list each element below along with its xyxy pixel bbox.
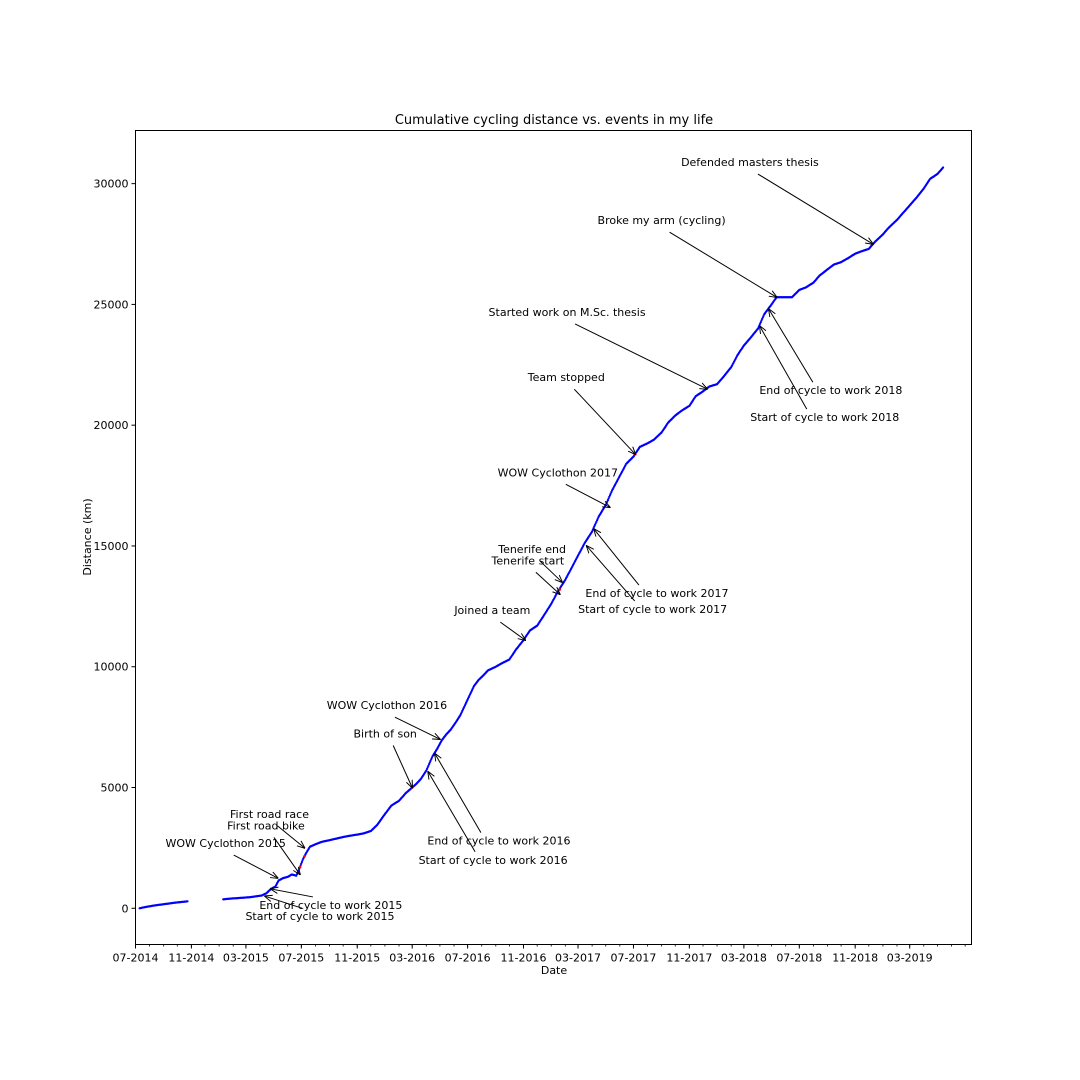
- annotation-label: WOW Cyclothon 2016: [327, 699, 447, 712]
- annotation-label: End of cycle to work 2017: [585, 587, 728, 600]
- annotation-label: Defended masters thesis: [681, 156, 819, 169]
- highlight-point: [558, 588, 562, 591]
- x-tick-label: 03-2017: [555, 952, 601, 965]
- annotation-arrow: [594, 529, 640, 586]
- annotation-label: Broke my arm (cycling): [598, 214, 726, 227]
- data-point: [300, 861, 303, 864]
- annotation-label: End of cycle to work 2015: [259, 899, 402, 912]
- x-tick-label: 07-2016: [445, 952, 491, 965]
- annotation-arrow: [535, 571, 560, 594]
- annotation-label: WOW Cyclothon 2015: [165, 837, 285, 850]
- plot-frame: [135, 130, 972, 945]
- annotation-arrow: [769, 309, 814, 383]
- x-tick-label: 11-2018: [832, 952, 878, 965]
- annotation-arrow: [574, 323, 707, 389]
- x-tick-label: 07-2017: [610, 952, 656, 965]
- y-tick-label: 20000: [94, 419, 129, 432]
- annotation-arrow: [428, 772, 476, 853]
- annotation-arrow: [565, 483, 610, 507]
- annotation-arrow: [669, 231, 777, 297]
- data-point: [607, 497, 610, 500]
- x-tick-label: 03-2019: [887, 952, 933, 965]
- annotation-label: End of cycle to work 2018: [759, 384, 902, 397]
- y-tick-label: 5000: [101, 781, 129, 794]
- x-tick-label: 03-2018: [721, 952, 767, 965]
- x-tick-label: 11-2015: [334, 952, 380, 965]
- x-tick-label: 07-2018: [776, 952, 822, 965]
- annotation-label: WOW Cyclothon 2017: [498, 466, 618, 479]
- annotation-label: First road race: [230, 808, 309, 821]
- x-tick-label: 11-2014: [168, 952, 214, 965]
- annotation-label: Birth of son: [353, 727, 416, 740]
- data-point: [300, 862, 303, 865]
- y-tick-label: 25000: [94, 298, 129, 311]
- annotations: Defended masters thesis Broke my arm (cyc…: [165, 156, 902, 923]
- annotation-label: Start of cycle to work 2016: [419, 854, 568, 867]
- annotation-arrow: [265, 896, 303, 909]
- y-tick-label: 15000: [94, 540, 129, 553]
- chart-title: Cumulative cycling distance vs. events i…: [395, 113, 713, 128]
- annotation-arrow: [573, 388, 635, 454]
- x-tick-label: 07-2014: [113, 952, 159, 965]
- annotation-arrow: [271, 889, 313, 898]
- x-axis: 07-2014 11-2014 03-2015 07-2015 11-2015 03-20…: [113, 944, 966, 965]
- x-axis-title: Date: [541, 964, 568, 977]
- annotation-label: Joined a team: [453, 604, 530, 617]
- y-tick-label: 30000: [94, 178, 129, 191]
- y-tick-label: 0: [122, 902, 129, 915]
- y-axis: 0 5000 10000 15000 20000 25000 30000: [94, 178, 136, 915]
- annotation-arrow: [539, 560, 562, 582]
- annotation-arrow: [233, 854, 278, 878]
- annotation-label: First road bike: [227, 819, 305, 832]
- data-point: [427, 764, 430, 767]
- x-tick-label: 03-2015: [223, 952, 269, 965]
- annotation-label: Tenerife end: [497, 543, 566, 556]
- annotation-label: Team stopped: [527, 371, 605, 384]
- annotation-label: Start of cycle to work 2017: [578, 603, 727, 616]
- annotation-arrow: [760, 326, 808, 410]
- plot-area: [138, 166, 945, 910]
- annotation-arrow: [277, 825, 305, 848]
- highlight-point: [298, 865, 302, 869]
- data-point: [186, 900, 189, 903]
- annotation-arrow: [273, 837, 300, 874]
- annotation-label: Start of cycle to work 2015: [245, 910, 394, 923]
- y-tick-label: 10000: [94, 661, 129, 674]
- annotation-arrow: [757, 173, 873, 244]
- x-tick-label: 03-2016: [389, 952, 435, 965]
- annotation-label: Start of cycle to work 2018: [750, 411, 899, 424]
- data-point: [942, 166, 945, 169]
- annotation-label: Tenerife start: [491, 554, 565, 567]
- annotation-label: End of cycle to work 2016: [427, 835, 570, 848]
- annotation-label: Started work on M.Sc. thesis: [489, 306, 646, 319]
- annotation-arrow: [435, 754, 482, 833]
- x-tick-label: 11-2017: [666, 952, 712, 965]
- annotation-arrow: [392, 745, 412, 787]
- annotation-arrow: [500, 621, 525, 640]
- annotation-arrow: [394, 716, 440, 739]
- x-tick-label: 11-2016: [501, 952, 547, 965]
- highlight-point: [303, 855, 306, 858]
- annotation-arrow: [587, 546, 636, 602]
- x-tick-label: 07-2015: [278, 952, 324, 965]
- y-axis-title: Distance (km): [81, 498, 94, 575]
